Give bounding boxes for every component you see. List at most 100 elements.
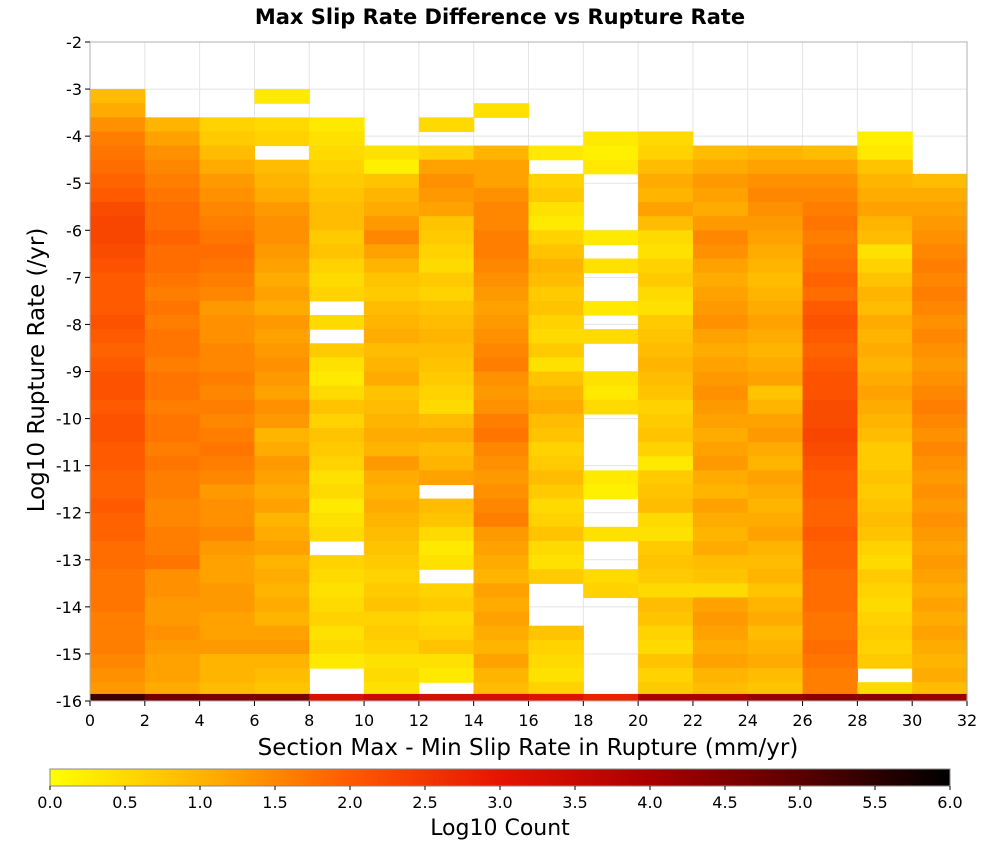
heatmap-cell [90, 131, 146, 147]
heatmap-cell [309, 131, 365, 147]
heatmap-cell [364, 216, 420, 231]
heatmap-cell [309, 413, 365, 429]
heatmap-cell [199, 484, 256, 500]
heatmap-cell [747, 315, 804, 330]
heatmap-cell [418, 315, 475, 330]
heatmap-cell [638, 456, 694, 471]
heatmap-cell [583, 329, 639, 344]
heatmap-cell [747, 442, 804, 457]
heatmap-cell [418, 555, 475, 570]
heatmap-cell [473, 526, 530, 542]
heatmap-cell [802, 427, 858, 443]
heatmap-cell [309, 145, 365, 161]
heatmap-cell [802, 315, 858, 330]
heatmap-cell [528, 470, 584, 486]
heatmap-cell [144, 286, 201, 302]
y-tick-label: -14 [56, 598, 82, 617]
heatmap-cell [528, 357, 584, 373]
heatmap-cell [473, 272, 530, 288]
heatmap-cell [90, 173, 146, 189]
heatmap-cell [912, 187, 968, 203]
heatmap-cell [802, 540, 858, 556]
heatmap-cell [692, 555, 749, 570]
heatmap-cell [857, 442, 913, 457]
heatmap-cell [912, 286, 968, 302]
heatmap-cell [692, 583, 749, 599]
heatmap-cell [254, 371, 310, 387]
heatmap-cell [144, 682, 201, 697]
heatmap-cell [747, 300, 804, 316]
heatmap-cell [638, 597, 694, 613]
heatmap-cell [528, 371, 584, 387]
heatmap-cell [309, 569, 365, 584]
heatmap-cell-bottom [199, 693, 256, 701]
heatmap-cell [692, 173, 749, 189]
heatmap-cell [528, 230, 584, 246]
heatmap-cell [802, 187, 858, 203]
heatmap-cell [144, 230, 201, 246]
heatmap-cell [857, 343, 913, 358]
heatmap-cell [254, 329, 310, 344]
heatmap-cell [418, 625, 475, 641]
heatmap-cell [692, 371, 749, 387]
heatmap-cell [418, 653, 475, 669]
heatmap-cell [90, 300, 146, 316]
heatmap-cell [747, 526, 804, 542]
heatmap-cell [144, 173, 201, 189]
heatmap-cell [90, 315, 146, 330]
heatmap-cell [473, 286, 530, 302]
heatmap-cell [254, 427, 310, 443]
heatmap-cell [199, 145, 256, 161]
heatmap-cell [309, 583, 365, 599]
heatmap-cell [912, 357, 968, 373]
heatmap-cell [90, 540, 146, 556]
heatmap-cell [912, 343, 968, 358]
x-tick-label: 32 [957, 711, 977, 730]
heatmap-cell [802, 583, 858, 599]
heatmap-cell [90, 343, 146, 358]
heatmap-cell [364, 230, 420, 246]
heatmap-cell [418, 216, 475, 231]
heatmap-cell [912, 668, 968, 683]
y-tick-label: -8 [66, 315, 82, 334]
heatmap-cell [309, 173, 365, 189]
heatmap-cell [418, 597, 475, 613]
heatmap-cell [638, 399, 694, 415]
heatmap-cell [144, 117, 201, 133]
chart-title: Max Slip Rate Difference vs Rupture Rate [255, 5, 745, 29]
heatmap-cell [473, 569, 530, 584]
colorbar-gradient [49, 768, 951, 787]
heatmap-cell [144, 484, 201, 500]
heatmap-cell [90, 159, 146, 175]
heatmap-cell [912, 639, 968, 655]
heatmap-cell [473, 244, 530, 260]
heatmap-cell [747, 145, 804, 161]
heatmap-cell [638, 498, 694, 514]
heatmap-cell [254, 159, 310, 175]
heatmap-cell [912, 173, 968, 189]
heatmap-cell [364, 315, 420, 330]
heatmap-cell [199, 385, 256, 401]
heatmap-cell [309, 498, 365, 514]
heatmap-cell [802, 625, 858, 641]
heatmap-cell [90, 625, 146, 641]
heatmap-cell [912, 484, 968, 500]
heatmap-cell [309, 117, 365, 133]
heatmap-cell [90, 498, 146, 514]
heatmap-cell [473, 625, 530, 641]
heatmap-cell [802, 272, 858, 288]
heatmap-cell [199, 555, 256, 570]
heatmap-cell [90, 611, 146, 627]
heatmap-cell [857, 230, 913, 246]
heatmap-cell [473, 682, 530, 697]
heatmap-cell [857, 272, 913, 288]
heatmap-cell [692, 343, 749, 358]
heatmap-cell [473, 357, 530, 373]
heatmap-cell [90, 286, 146, 302]
heatmap-cell [912, 625, 968, 641]
heatmap-cell [473, 343, 530, 358]
heatmap-cell-bottom [473, 693, 530, 701]
y-tick-label: -3 [66, 80, 82, 99]
heatmap-cell [747, 371, 804, 387]
heatmap-cell [692, 145, 749, 161]
